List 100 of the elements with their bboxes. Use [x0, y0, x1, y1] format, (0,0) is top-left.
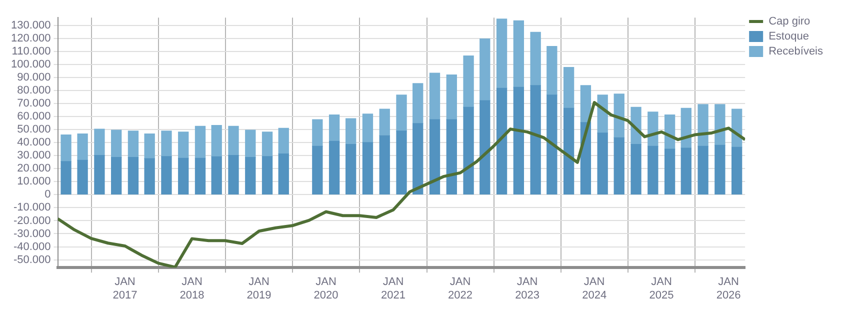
bar — [194, 126, 206, 159]
bar — [77, 160, 88, 195]
bar — [429, 119, 440, 195]
bar — [396, 94, 407, 132]
y-tick-label: 130.000 — [10, 19, 51, 32]
y-tick-label: 70.000 — [17, 98, 51, 110]
bar — [144, 158, 155, 195]
bar — [429, 72, 440, 120]
bar — [228, 126, 239, 156]
bar — [362, 142, 374, 195]
bar — [312, 146, 323, 195]
y-tick-label: 50.000 — [17, 124, 51, 136]
bar — [412, 83, 424, 124]
bar — [178, 158, 189, 195]
bar — [278, 128, 289, 154]
bar — [245, 156, 256, 195]
bar — [379, 135, 390, 195]
bar — [94, 155, 105, 195]
bar — [648, 146, 658, 195]
bar — [680, 148, 692, 195]
y-tick-label: 20.000 — [17, 162, 51, 175]
bar — [60, 134, 72, 162]
bar — [513, 20, 524, 88]
bar — [530, 85, 541, 195]
bar — [346, 144, 356, 195]
bar — [714, 144, 726, 195]
bar — [161, 130, 172, 157]
bar — [513, 86, 524, 195]
bar — [480, 38, 490, 101]
bar — [161, 156, 172, 195]
bar — [698, 104, 708, 147]
bar — [111, 156, 122, 195]
bar — [580, 85, 592, 123]
bar — [111, 130, 122, 158]
y-tick-label: 10.000 — [17, 176, 51, 188]
bar — [597, 132, 608, 195]
y-tick-label: 0 — [44, 188, 51, 201]
bar — [630, 144, 642, 195]
bar — [262, 132, 273, 157]
bar — [396, 130, 407, 195]
x-tick-label: JAN 2026 — [716, 276, 741, 302]
bar — [211, 156, 222, 195]
bar — [480, 100, 490, 195]
x-tick-label: JAN 2022 — [448, 276, 473, 302]
bar — [178, 132, 189, 159]
y-tick-label: 120.000 — [10, 32, 51, 44]
bar — [211, 124, 222, 157]
x-tick-label: JAN 2024 — [582, 276, 607, 302]
legend-label: Cap giro — [768, 16, 810, 28]
legend-label: Estoque — [768, 30, 809, 43]
bar — [379, 108, 390, 136]
bar — [496, 18, 508, 89]
bar — [346, 118, 356, 145]
x-tick-label: JAN 2018 — [180, 276, 204, 302]
x-tick-label: JAN 2019 — [246, 276, 272, 302]
x-tick-label: JAN 2023 — [515, 276, 540, 302]
y-tick-label: -30.000 — [13, 228, 51, 240]
bar — [128, 130, 139, 158]
bar — [328, 140, 340, 195]
bar — [698, 146, 708, 195]
y-tick-label: 40.000 — [17, 136, 51, 149]
y-tick-label: 60.000 — [17, 110, 51, 123]
bar — [664, 148, 676, 195]
x-tick-label: JAN 2025 — [649, 276, 674, 302]
x-tick-label: JAN 2020 — [314, 276, 338, 302]
y-tick-label: -20.000 — [13, 214, 51, 227]
y-tick-label: 110.000 — [12, 45, 51, 58]
bar — [463, 106, 474, 195]
bar — [128, 156, 139, 195]
bar — [412, 123, 424, 195]
y-tick-label: 80.000 — [17, 84, 51, 97]
y-tick-label: 90.000 — [17, 72, 51, 84]
bar — [530, 32, 541, 86]
bar — [94, 128, 105, 156]
bar — [614, 137, 624, 195]
bar — [362, 114, 374, 143]
bar — [714, 104, 726, 146]
bar — [463, 56, 474, 108]
bar — [546, 46, 558, 96]
bar — [245, 130, 256, 158]
bar — [546, 94, 558, 195]
y-tick-label: 100.000 — [10, 58, 51, 71]
bar — [278, 153, 289, 195]
bar — [60, 161, 72, 195]
bar — [312, 119, 323, 147]
y-tick-label: -50.000 — [13, 254, 51, 266]
bar — [228, 155, 239, 195]
bar — [563, 67, 574, 109]
bar — [262, 156, 273, 195]
bar — [446, 119, 457, 195]
y-tick-label: -40.000 — [13, 240, 51, 253]
bar — [614, 94, 624, 138]
bar — [563, 108, 574, 195]
x-tick-label: JAN 2021 — [381, 276, 406, 302]
bar — [731, 146, 742, 195]
y-tick-label: 30.000 — [17, 150, 51, 162]
bar — [194, 158, 206, 195]
bar — [77, 134, 88, 161]
legend-label: Recebíveis — [768, 46, 824, 58]
y-tick-label: -10.000 — [13, 202, 51, 214]
